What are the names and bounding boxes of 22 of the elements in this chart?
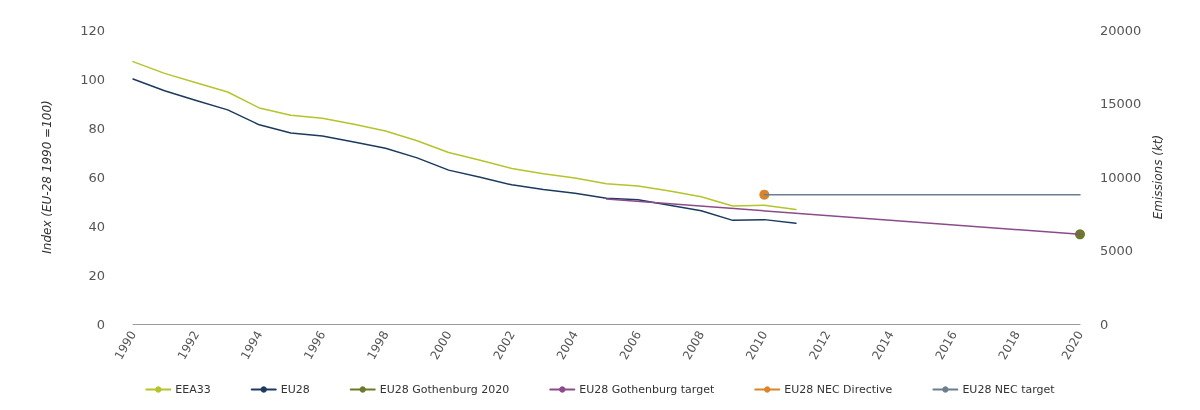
y2-axis-title: Emissions (kt) xyxy=(1151,134,1166,220)
y2-tick-label: 5000 xyxy=(1100,243,1134,258)
legend-label: EU28 xyxy=(280,383,310,396)
legend-label: EU28 Gothenburg target xyxy=(579,383,715,396)
legend-label: EEA33 xyxy=(175,383,211,396)
line-series xyxy=(132,60,797,211)
legend-label: EU28 NEC Directive xyxy=(784,383,893,396)
y2-tick-label: 0 xyxy=(1100,316,1109,332)
y-axis-title: Index (EU-28 1990 =100) xyxy=(40,100,54,254)
y2-tick-label: 15000 xyxy=(1100,96,1142,111)
y2-tick-label: 10000 xyxy=(1100,169,1142,185)
legend-label: EU28 NEC target xyxy=(962,383,1056,396)
y-tick-label: 100 xyxy=(80,71,105,87)
y-tick-label: 0 xyxy=(96,316,105,332)
y2-tick-label: 20000 xyxy=(1100,22,1142,38)
legend-label: EU28 Gothenburg 2020 xyxy=(379,383,510,396)
y-tick-label: 20 xyxy=(88,267,105,283)
y-tick-label: 80 xyxy=(88,120,105,136)
y-tick-label: 120 xyxy=(80,22,105,38)
y-tick-label: 60 xyxy=(88,169,105,185)
y-tick-label: 40 xyxy=(88,218,105,234)
line-series xyxy=(132,78,797,225)
